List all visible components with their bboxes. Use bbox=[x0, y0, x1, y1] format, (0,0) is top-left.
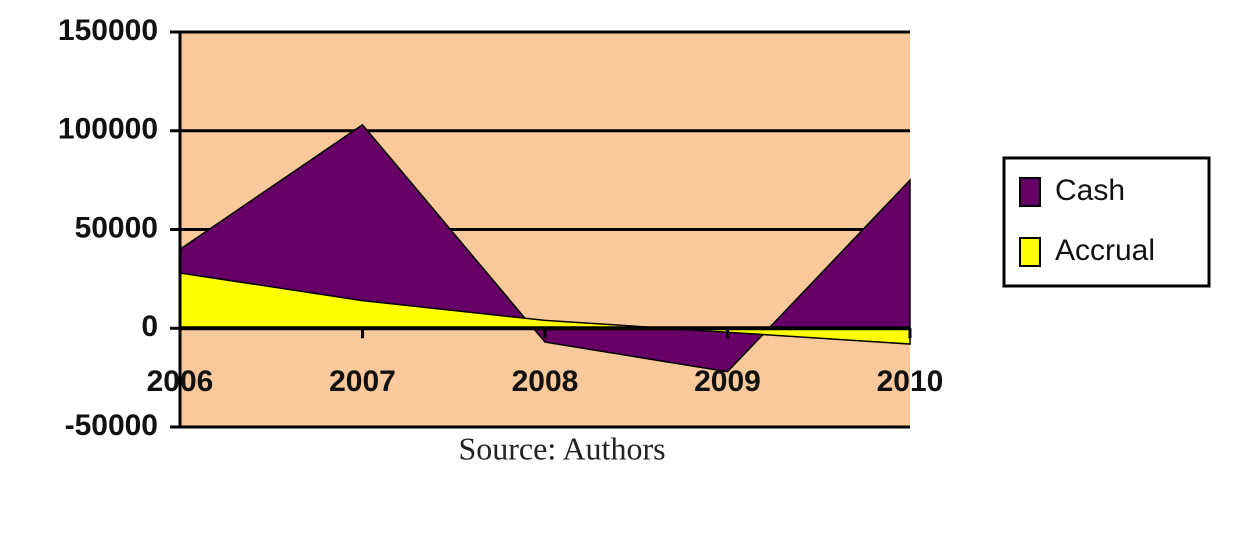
y-tick-label: -50000 bbox=[65, 409, 158, 442]
x-tick-label: 2008 bbox=[512, 365, 579, 398]
x-tick-label: 2006 bbox=[147, 365, 214, 398]
legend-label: Cash bbox=[1055, 174, 1125, 207]
source-note: Source: Authors bbox=[458, 430, 665, 466]
y-tick-label: 100000 bbox=[58, 113, 158, 146]
legend-swatch bbox=[1019, 237, 1041, 267]
y-tick-label: 0 bbox=[141, 310, 158, 343]
y-tick-label: 150000 bbox=[58, 14, 158, 47]
legend-swatch bbox=[1019, 177, 1041, 207]
legend: Cash Accrual bbox=[1002, 156, 1211, 288]
y-tick-label: 50000 bbox=[75, 211, 158, 244]
x-tick-label: 2007 bbox=[329, 365, 396, 398]
x-tick-label: 2009 bbox=[694, 365, 761, 398]
x-tick-label: 2010 bbox=[877, 365, 944, 398]
legend-label: Accrual bbox=[1055, 234, 1155, 267]
